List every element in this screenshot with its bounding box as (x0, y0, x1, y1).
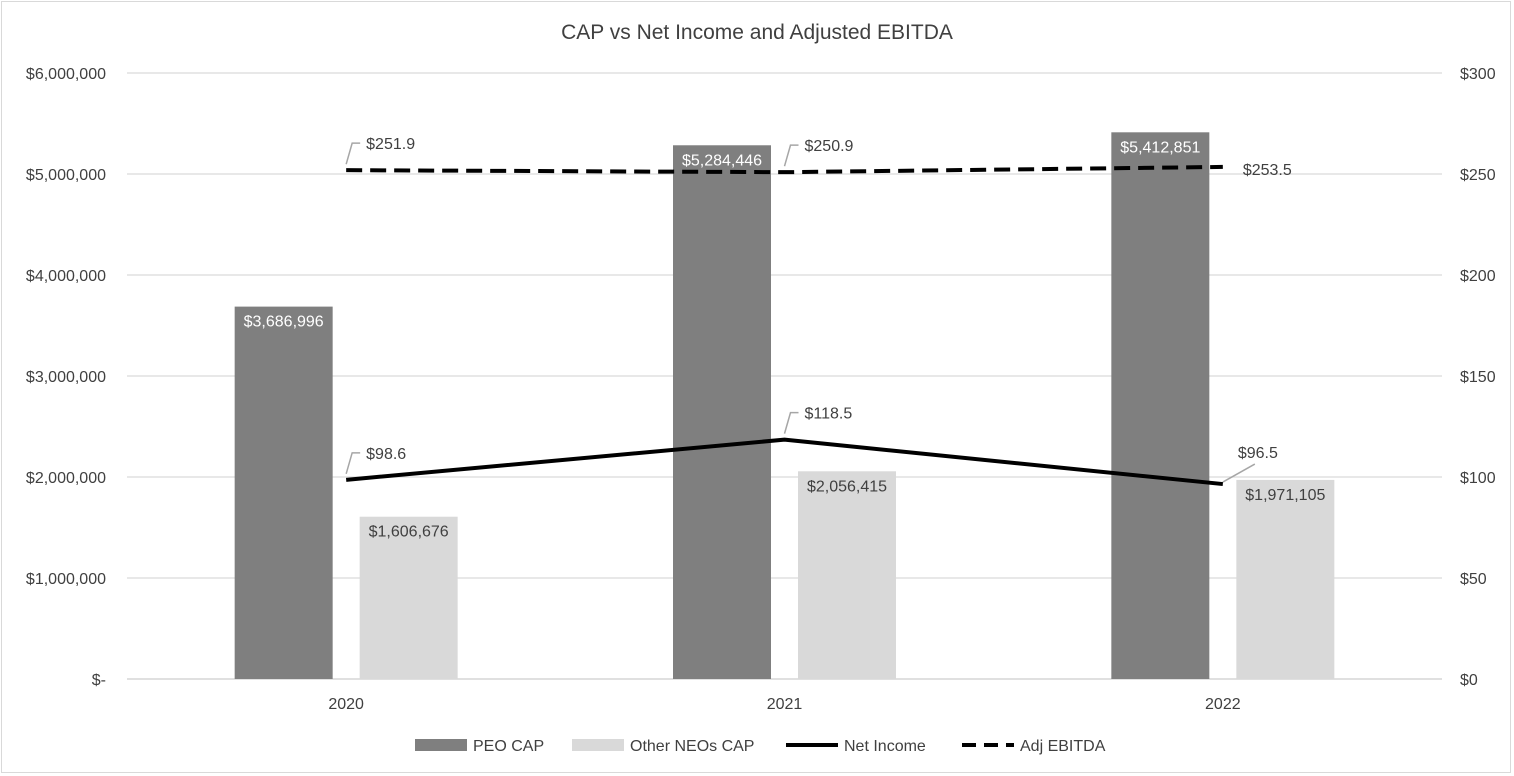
right-tick-100: $100 (1460, 470, 1496, 487)
left-tick-4000000: $4,000,000 (26, 268, 106, 285)
bar-peo-cap-2020 (234, 306, 333, 679)
chart-title: CAP vs Net Income and Adjusted EBITDA (561, 21, 953, 44)
leader-net-income-2021 (783, 411, 799, 434)
bar-label-peo-cap-2022: $5,412,851 (1120, 139, 1200, 156)
right-tick-150: $150 (1460, 369, 1496, 386)
legend-swatch-other-neos-cap (572, 739, 624, 751)
line-label-net-income-2020: $98.6 (366, 446, 406, 463)
legend-swatch-peo-cap (415, 739, 467, 751)
bar-label-other-neos-cap-2021: $2,056,415 (807, 478, 887, 495)
line-net-income (345, 437, 1224, 487)
leader-adj-ebitda-2021 (783, 144, 799, 167)
bar-peo-cap-2022 (1111, 132, 1210, 679)
left-tick-5000000: $5,000,000 (26, 167, 106, 184)
leader-adj-ebitda-2020 (345, 142, 361, 165)
bar-label-other-neos-cap-2020: $1,606,676 (369, 524, 449, 541)
line-labels: $98.6 $118.5 $96.5 $251.9 $250.9 $253.5 (345, 136, 1292, 483)
x-tick-2022: 2022 (1205, 696, 1241, 713)
left-tick-6000000: $6,000,000 (26, 66, 106, 83)
right-tick-0: $0 (1460, 672, 1478, 689)
legend-label-net-income: Net Income (844, 738, 926, 755)
legend-label-adj-ebitda: Adj EBITDA (1020, 738, 1106, 755)
leader-net-income-2022 (1222, 463, 1256, 483)
bar-other-neos-cap-2020 (359, 516, 458, 679)
right-tick-300: $300 (1460, 66, 1496, 83)
left-tick-0: $- (92, 672, 106, 689)
legend-label-peo-cap: PEO CAP (473, 738, 544, 755)
x-tick-2021: 2021 (767, 696, 803, 713)
right-tick-250: $250 (1460, 167, 1496, 184)
right-tick-50: $50 (1460, 571, 1487, 588)
legend-label-other-neos-cap: Other NEOs CAP (630, 738, 754, 755)
right-axis: $0 $50 $100 $150 $200 $250 $300 (1460, 66, 1496, 689)
bar-label-peo-cap-2020: $3,686,996 (244, 314, 324, 331)
line-label-adj-ebitda-2020: $251.9 (366, 136, 415, 153)
x-tick-2020: 2020 (328, 696, 364, 713)
line-label-net-income-2021: $118.5 (805, 406, 853, 423)
left-tick-3000000: $3,000,000 (26, 369, 106, 386)
legend: PEO CAP Other NEOs CAP Net Income Adj EBITD… (415, 738, 1106, 755)
x-axis: 2020 2021 2022 (127, 678, 1442, 713)
bar-label-peo-cap-2021: $5,284,446 (682, 152, 762, 169)
lines (345, 164, 1224, 487)
left-tick-2000000: $2,000,000 (26, 470, 106, 487)
right-tick-200: $200 (1460, 268, 1496, 285)
left-axis: $- $1,000,000 $2,000,000 $3,000,000 $4,000,0… (26, 66, 106, 689)
line-label-net-income-2022: $96.5 (1238, 445, 1278, 462)
bar-label-other-neos-cap-2022: $1,971,105 (1245, 487, 1325, 504)
bar-other-neos-cap-2021 (798, 471, 896, 679)
line-label-adj-ebitda-2021: $250.9 (805, 138, 854, 155)
left-tick-1000000: $1,000,000 (26, 571, 106, 588)
bar-peo-cap-2021 (673, 145, 771, 680)
bar-other-neos-cap-2022 (1236, 479, 1335, 679)
line-adj-ebitda (346, 164, 1223, 175)
leader-net-income-2020 (345, 452, 361, 475)
bar-labels: $3,686,996 $5,284,446 $5,412,851 $1,606,676… (244, 139, 1326, 540)
bars (234, 132, 1335, 680)
line-label-adj-ebitda-2022: $253.5 (1243, 162, 1292, 179)
